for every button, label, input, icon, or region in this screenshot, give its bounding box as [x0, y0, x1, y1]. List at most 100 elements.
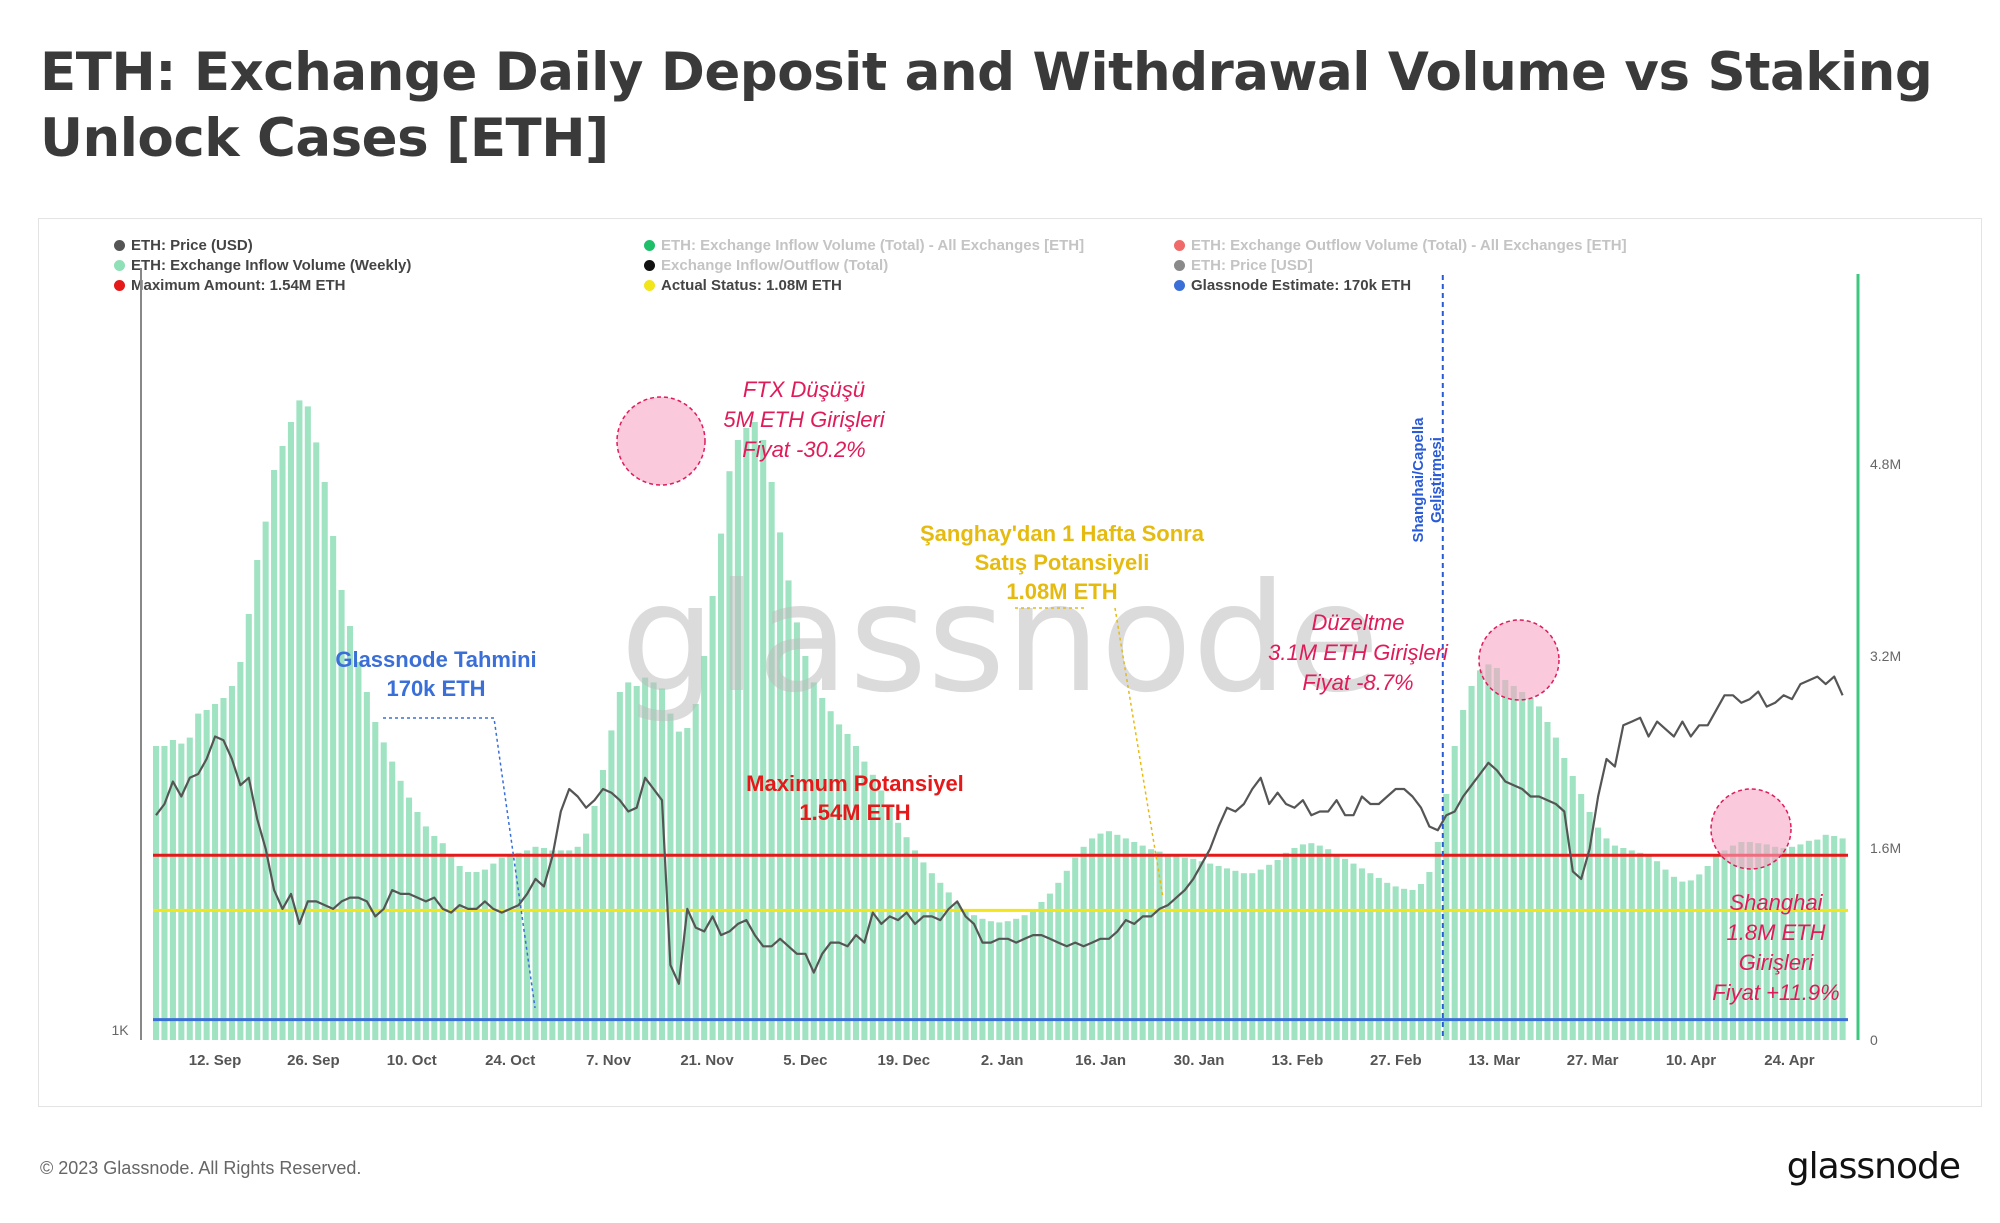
- inflow-bar: [186, 737, 193, 1040]
- annotation-shanghai-sell: Şanghay'dan 1 Hafta Sonra Satış Potansiye…: [920, 521, 1205, 604]
- annotation-line: 5M ETH Girişleri: [723, 407, 885, 432]
- legend-item-glassnode-estimate[interactable]: Glassnode Estimate: 170k ETH: [1174, 277, 1411, 294]
- legend-item-maximum-amount[interactable]: Maximum Amount: 1.54M ETH: [114, 277, 345, 294]
- inflow-bar: [583, 833, 590, 1040]
- inflow-bar: [287, 422, 294, 1040]
- inflow-bar: [1822, 834, 1829, 1040]
- inflow-bar: [1358, 868, 1365, 1040]
- inflow-bar: [153, 746, 160, 1040]
- inflow-bar: [1485, 664, 1492, 1040]
- inflow-bar: [1266, 864, 1273, 1040]
- inflow-bar: [718, 533, 725, 1040]
- legend-label: Glassnode Estimate: 170k ETH: [1191, 277, 1412, 294]
- inflow-bar: [1072, 857, 1079, 1040]
- estimate-leader-line: [383, 717, 536, 1009]
- correction-highlight-circle: [1478, 619, 1560, 701]
- inflow-bar: [1839, 838, 1846, 1040]
- inflow-bar: [1173, 855, 1180, 1040]
- legend-item-inflow-outflow[interactable]: Exchange Inflow/Outflow (Total): [644, 257, 888, 274]
- inflow-bar: [625, 682, 632, 1040]
- x-tick-label: 27. Mar: [1567, 1052, 1619, 1069]
- inflow-bar: [886, 807, 893, 1040]
- inflow-bar: [709, 596, 716, 1040]
- inflow-bar: [380, 742, 387, 1040]
- inflow-bar: [608, 730, 615, 1040]
- inflow-bar: [566, 850, 573, 1040]
- inflow-bar: [313, 442, 320, 1040]
- inflow-bar: [768, 482, 775, 1040]
- legend-item-inflow-weekly[interactable]: ETH: Exchange Inflow Volume (Weekly): [114, 257, 411, 274]
- inflow-bar: [1797, 844, 1804, 1040]
- legend-item-actual-status[interactable]: Actual Status: 1.08M ETH: [644, 277, 842, 294]
- annotation-line: Girişleri: [1739, 950, 1815, 975]
- legend-swatch: [114, 280, 125, 291]
- legend-item-inflow-total[interactable]: ETH: Exchange Inflow Volume (Total) - Al…: [644, 237, 1084, 254]
- inflow-bar: [203, 710, 210, 1040]
- inflow-bar: [1451, 746, 1458, 1040]
- inflow-bar: [195, 713, 202, 1040]
- x-tick-label: 12. Sep: [189, 1052, 242, 1069]
- inflow-bar: [1670, 876, 1677, 1040]
- inflow-bar: [658, 688, 666, 1040]
- legend-swatch: [114, 260, 125, 271]
- legend-item-outflow-total[interactable]: ETH: Exchange Outflow Volume (Total) - A…: [1174, 237, 1627, 254]
- legend-item-price-usd[interactable]: ETH: Price [USD]: [1174, 257, 1313, 274]
- legend-swatch: [1174, 260, 1185, 271]
- inflow-bar: [515, 852, 522, 1040]
- inflow-bar: [422, 826, 429, 1040]
- inflow-bar: [1704, 866, 1711, 1040]
- legend-swatch: [644, 280, 655, 291]
- inflow-bar: [237, 662, 244, 1040]
- inflow-bar: [254, 560, 261, 1040]
- inflow-bar: [1417, 884, 1424, 1040]
- inflow-bar: [701, 656, 708, 1040]
- inflow-bar: [1527, 698, 1534, 1040]
- inflow-bar: [903, 837, 910, 1040]
- x-tick-label: 16. Jan: [1075, 1052, 1126, 1069]
- inflow-bar: [1763, 844, 1770, 1040]
- inflow-bar: [1122, 838, 1129, 1040]
- x-tick-label: 24. Oct: [485, 1052, 535, 1069]
- inflow-bar: [1080, 846, 1087, 1040]
- inflow-bar: [1679, 881, 1686, 1040]
- inflow-bar: [1561, 758, 1568, 1040]
- inflow-bar: [827, 711, 834, 1040]
- inflow-bar: [1013, 918, 1020, 1040]
- inflow-bar: [844, 734, 851, 1040]
- x-tick-label: 26. Sep: [287, 1052, 340, 1069]
- inflow-bar: [1637, 852, 1644, 1040]
- inflow-bar: [271, 470, 278, 1040]
- inflow-bar: [212, 704, 219, 1040]
- x-tick-label: 10. Oct: [387, 1052, 437, 1069]
- inflow-bar: [490, 863, 497, 1040]
- inflow-bar: [1586, 812, 1593, 1040]
- inflow-bar: [743, 428, 750, 1040]
- inflow-bar: [760, 440, 767, 1040]
- inflow-bar: [1367, 873, 1374, 1040]
- inflow-bar: [684, 728, 691, 1040]
- legend-label: ETH: Price [USD]: [1191, 257, 1313, 274]
- inflow-bar: [1687, 880, 1694, 1040]
- chart-panel: ETH: Price (USD) ETH: Exchange Inflow Vo…: [38, 218, 1982, 1107]
- left-tick-label: 1K: [111, 1022, 129, 1038]
- inflow-bar: [1198, 861, 1205, 1040]
- inflow-bar: [1603, 838, 1610, 1040]
- annotation-line: 170k ETH: [386, 676, 485, 701]
- inflow-bar: [507, 855, 514, 1040]
- annotation-line: Düzeltme: [1312, 610, 1405, 635]
- annotation-line: Maximum Potansiyel: [746, 771, 964, 796]
- inflow-bar: [937, 882, 944, 1040]
- annotation-line: 3.1M ETH Girişleri: [1268, 640, 1449, 665]
- right-tick-label: 4.8M: [1870, 456, 1901, 472]
- inflow-bar: [1611, 845, 1618, 1040]
- inflow-bar: [692, 704, 699, 1040]
- inflow-bar: [389, 761, 396, 1040]
- legend-swatch: [644, 260, 655, 271]
- legend-item-price[interactable]: ETH: Price (USD): [114, 237, 253, 254]
- inflow-bar: [1089, 838, 1096, 1040]
- inflow-bar: [852, 746, 859, 1040]
- inflow-bar: [970, 915, 978, 1040]
- right-tick-label: 1.6M: [1870, 840, 1901, 856]
- inflow-bar: [220, 698, 227, 1040]
